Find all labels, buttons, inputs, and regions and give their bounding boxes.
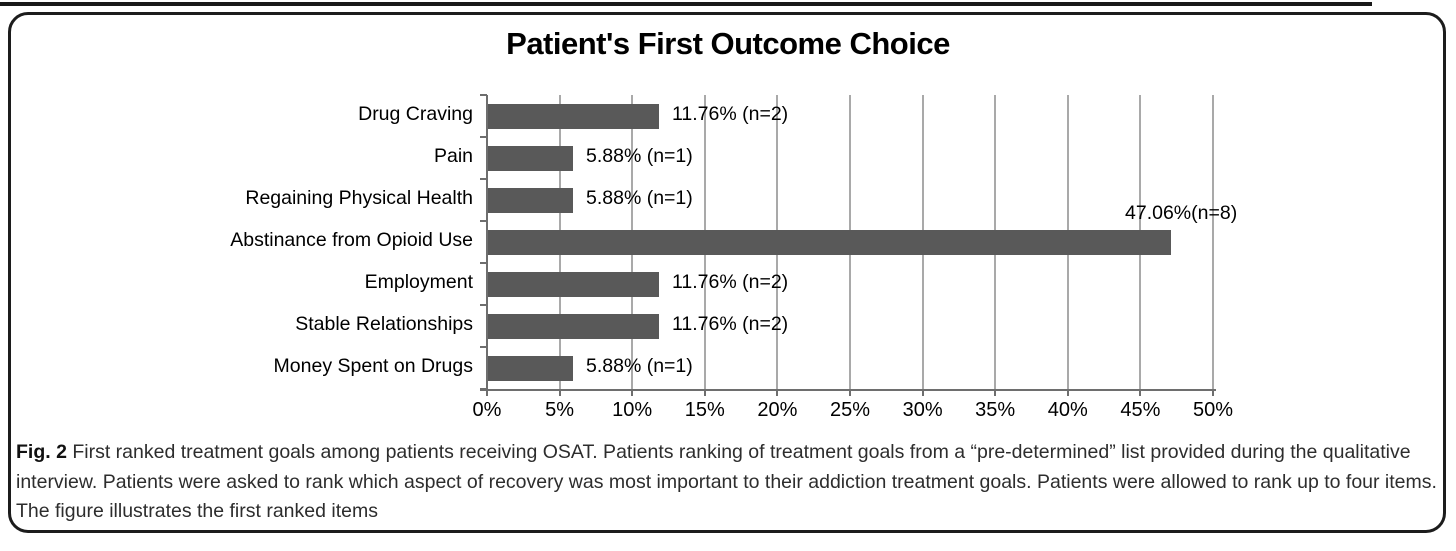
bar-stable-relationships [488,314,659,339]
x-axis-line [480,389,1216,391]
x-axis-tick [631,389,634,396]
x-axis-tick [921,389,924,396]
bar-regaining-physical-health [488,188,573,213]
bar-value-label-drug-craving: 11.76% (n=2) [672,103,789,125]
x-axis-tick [1212,389,1214,396]
x-axis-tick-label: 20% [757,399,798,421]
x-axis-tick [776,389,779,396]
category-label-money-spent-on-drugs: Money Spent on Drugs [273,355,473,377]
y-axis-tick [480,178,487,180]
x-axis-tick-label: 5% [545,399,575,421]
x-axis-tick-label: 25% [829,399,871,421]
category-label-regaining-physical-health: Regaining Physical Health [245,187,473,209]
bar-pain [488,146,573,171]
bar-employment [488,272,659,297]
x-axis-tick [703,389,706,396]
bar-value-label-money-spent-on-drugs: 5.88% (n=1) [586,355,693,377]
bar-drug-craving [488,104,659,129]
y-axis-tick [480,262,487,264]
figure-caption: Fig. 2 First ranked treatment goals amon… [16,438,1440,527]
gridline-50% [1212,95,1214,389]
x-axis-tick-label: 35% [975,399,1016,421]
bar-value-label-pain: 5.88% (n=1) [586,145,693,167]
chart-title: Patient's First Outcome Choice [506,26,950,61]
bar-value-label-abstinance-from-opioid-use: 47.06%(n=8) [1125,202,1238,224]
y-axis-tick [480,304,487,306]
x-axis-tick-label: 10% [612,399,653,421]
x-axis-tick-label: 45% [1120,399,1161,421]
category-label-drug-craving: Drug Craving [358,103,473,125]
figure-caption-text: First ranked treatment goals among patie… [16,441,1437,522]
x-axis-tick-label: 40% [1047,399,1088,421]
y-axis-tick [480,346,487,348]
bar-value-label-employment: 11.76% (n=2) [672,271,789,293]
x-axis-tick-label: 15% [684,399,725,421]
bar-value-label-stable-relationships: 11.76% (n=2) [672,313,789,335]
page-top-rule [0,2,1372,6]
y-axis-tick [480,136,487,138]
x-axis-tick [994,389,997,396]
x-axis-tick [558,389,561,396]
bar-abstinance-from-opioid-use [488,230,1171,255]
x-axis-tick [1066,389,1069,396]
category-label-employment: Employment [364,271,473,293]
x-axis-tick [849,389,851,396]
x-axis-tick [486,389,488,396]
y-axis-tick [480,94,487,96]
x-axis-tick-label: 30% [902,399,943,421]
x-axis-tick-label: 0% [472,399,502,421]
bar-value-label-regaining-physical-health: 5.88% (n=1) [586,187,693,209]
x-axis-tick [1139,389,1142,396]
category-label-abstinance-from-opioid-use: Abstinance from Opioid Use [230,229,473,251]
y-axis-line [486,95,488,391]
figure-caption-label: Fig. 2 [16,441,67,463]
x-axis-tick-label: 50% [1192,399,1234,421]
figure-border [8,12,1446,533]
category-label-pain: Pain [433,145,473,167]
category-label-stable-relationships: Stable Relationships [295,313,473,335]
y-axis-tick [480,220,487,222]
bar-money-spent-on-drugs [488,356,573,381]
